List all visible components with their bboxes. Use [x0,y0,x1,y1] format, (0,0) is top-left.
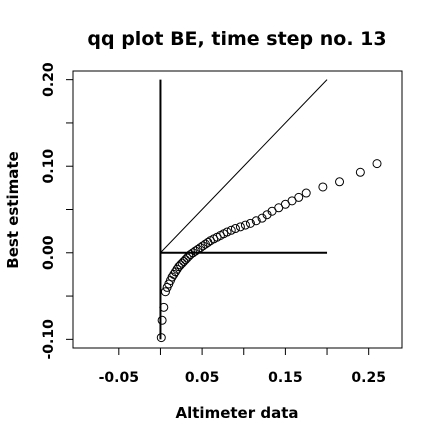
reference-lines [159,79,328,340]
data-point [230,224,240,234]
data-point [245,218,255,228]
data-point [167,272,177,282]
y-tick-label: 0.20 [41,62,57,97]
y-axis-label: Best estimate [4,151,22,268]
data-point [179,256,189,266]
x-tick-label: -0.05 [99,370,139,386]
data-point [159,302,169,312]
data-point [160,287,170,297]
data-point [157,315,167,325]
data-point [170,267,180,277]
data-point [355,167,365,177]
x-axis: -0.05 0.05 0.15 0.25 [99,348,386,386]
data-point [156,333,166,343]
data-point [235,222,245,232]
x-tick-label: 0.25 [351,370,386,386]
data-point [175,260,185,270]
y-axis: -0.10 0.00 0.10 0.20 [41,62,73,360]
data-point [318,182,328,192]
data-point [169,269,179,279]
identity-line [160,79,328,254]
data-point [294,192,304,202]
data-point [335,177,345,187]
data-point [301,188,311,198]
y-tick-label: -0.10 [41,319,57,360]
chart-title: qq plot BE, time step no. 13 [87,28,386,50]
data-point [222,227,232,237]
data-point [226,225,236,235]
x-tick-label: 0.05 [185,370,220,386]
data-points [156,159,382,343]
plot-frame [72,70,403,349]
y-tick-label: 0.00 [41,235,57,270]
x-axis-label: Altimeter data [176,404,299,422]
y-tick-label: 0.10 [41,149,57,184]
data-point [240,220,250,230]
data-point [177,258,187,268]
data-point [174,262,184,272]
data-point [372,159,382,169]
x-tick-label: 0.15 [268,370,303,386]
data-point [180,255,190,265]
data-point [251,216,261,226]
data-point [182,253,192,263]
